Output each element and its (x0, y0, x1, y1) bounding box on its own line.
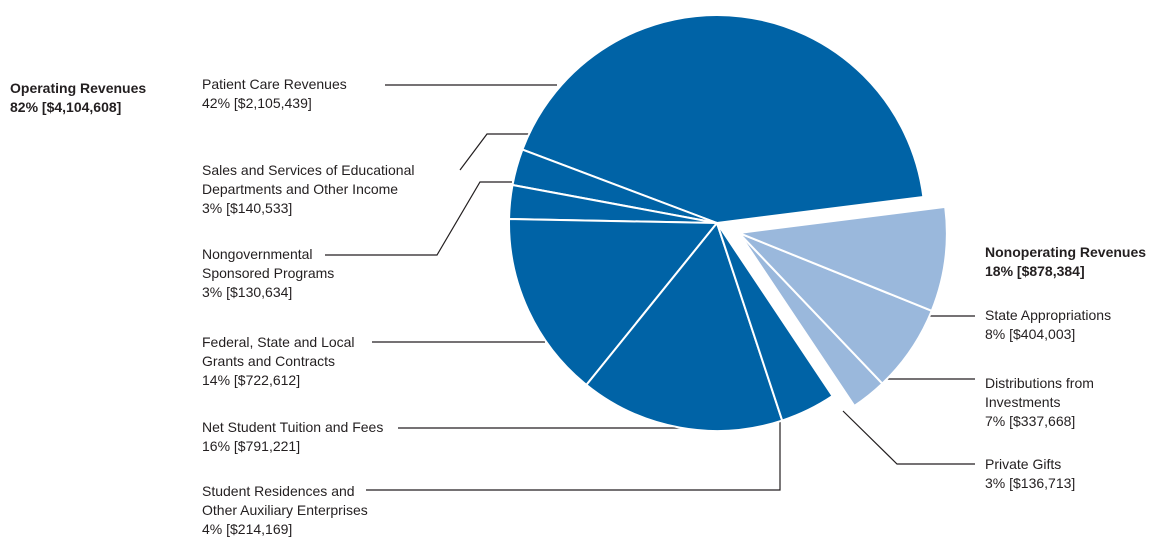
leader-line (366, 418, 781, 491)
slice-label-state-appropriations: State Appropriations 8% [$404,003] (985, 306, 1111, 344)
group-summary: 18% [$878,384] (985, 263, 1085, 279)
slice-name: Net Student Tuition and Fees (202, 419, 384, 435)
slice-name: Departments and Other Income (202, 181, 399, 197)
slice-name: Other Auxiliary Enterprises (202, 502, 368, 518)
leader-line (459, 133, 530, 171)
slice-value: 4% [$214,169] (202, 521, 293, 537)
leader-line (842, 410, 975, 465)
slice-value: 3% [$140,533] (202, 200, 293, 216)
slice-label-distributions: Distributions from Investments 7% [$337,… (985, 374, 1094, 431)
slice-value: 14% [$722,612] (202, 372, 301, 388)
slice-label-sales-services: Sales and Services of Educational Depart… (202, 161, 414, 218)
pie-slice (716, 222, 834, 422)
slice-value: 3% [$136,713] (985, 475, 1076, 491)
pie-slice (737, 205, 948, 312)
slice-value: 8% [$404,003] (985, 326, 1076, 342)
slice-value: 3% [$130,634] (202, 284, 293, 300)
slice-name: Patient Care Revenues (202, 76, 347, 92)
slice-value: 7% [$337,668] (985, 413, 1076, 429)
slice-name: Sales and Services of Educational (202, 162, 415, 178)
pie-slice (508, 218, 718, 386)
slice-value: 42% [$2,105,439] (202, 95, 312, 111)
leader-lines (325, 84, 975, 491)
slice-label-private-gifts: Private Gifts 3% [$136,713] (985, 455, 1075, 493)
slice-label-nongovernmental: Nongovernmental Sponsored Programs 3% [$… (202, 245, 334, 302)
pie-slice (521, 14, 925, 224)
slice-label-patient-care: Patient Care Revenues 42% [$2,105,439] (202, 75, 347, 113)
slice-name: Nongovernmental (202, 246, 313, 262)
slice-name: Grants and Contracts (202, 353, 336, 369)
slice-name: Student Residences and (202, 483, 355, 499)
leader-line (325, 181, 512, 256)
slice-name: Private Gifts (985, 456, 1062, 472)
slice-value: 16% [$791,221] (202, 438, 301, 454)
slice-name: Federal, State and Local (202, 334, 355, 350)
group-label-operating: Operating Revenues 82% [$4,104,608] (10, 79, 146, 117)
slice-name: State Appropriations (985, 307, 1112, 323)
pie-slices (508, 14, 948, 432)
slice-label-tuition: Net Student Tuition and Fees 16% [$791,2… (202, 418, 383, 456)
slice-name: Sponsored Programs (202, 265, 335, 281)
slice-name: Investments (985, 394, 1061, 410)
slice-label-residences: Student Residences and Other Auxiliary E… (202, 482, 368, 539)
group-name: Nonoperating Revenues (985, 244, 1147, 260)
slice-name: Distributions from (985, 375, 1094, 391)
slice-label-federal-grants: Federal, State and Local Grants and Cont… (202, 333, 355, 390)
group-name: Operating Revenues (10, 80, 147, 96)
group-summary: 82% [$4,104,608] (10, 99, 122, 115)
group-label-nonoperating: Nonoperating Revenues 18% [$878,384] (985, 243, 1146, 281)
